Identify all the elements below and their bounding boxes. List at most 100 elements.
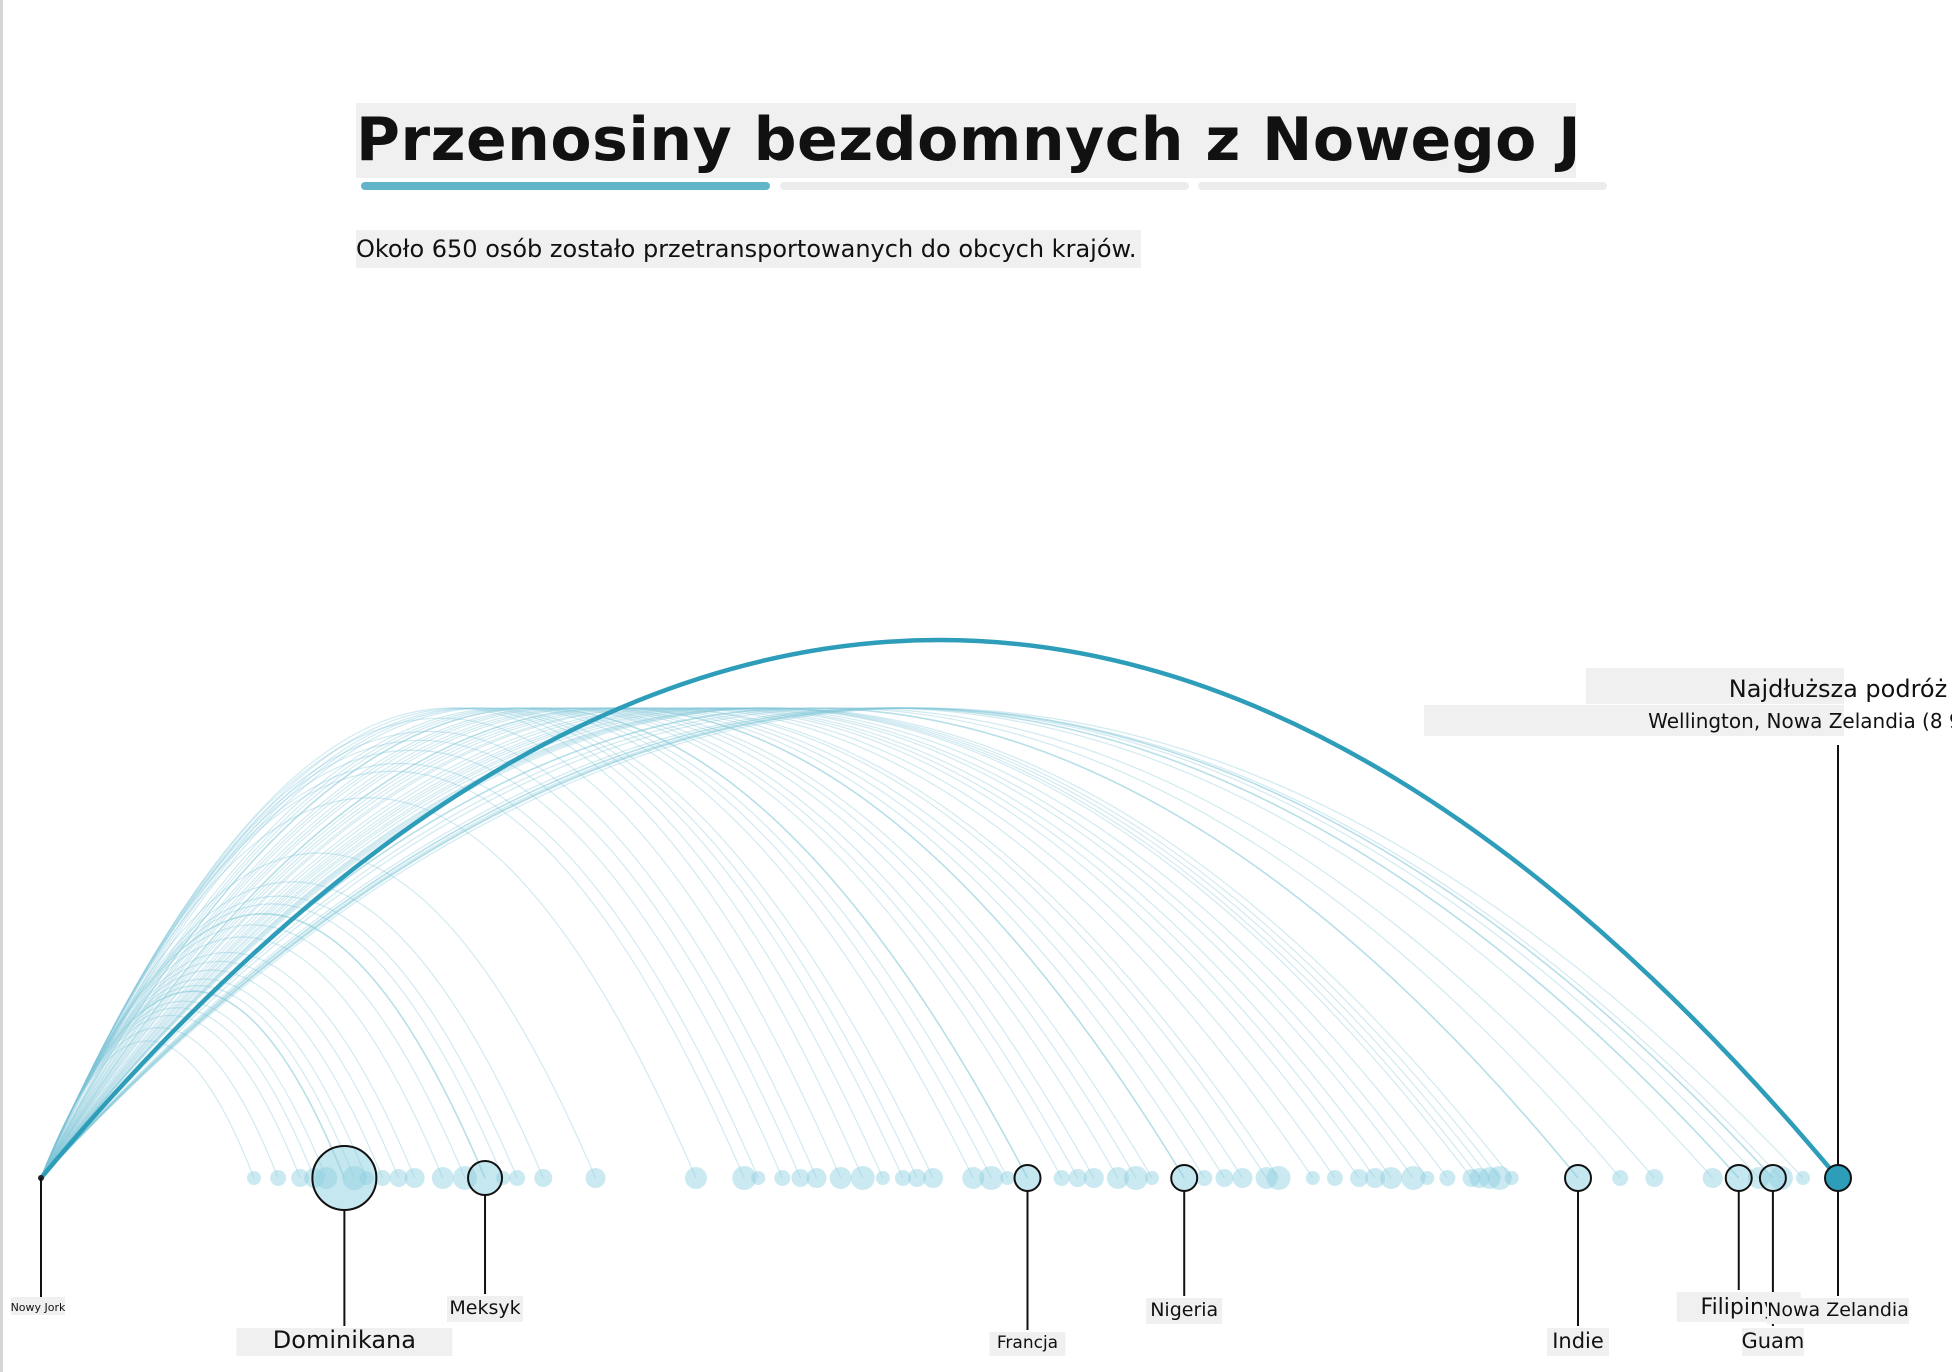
destination-dot-1180 [270, 1170, 287, 1186]
route-arc-3690 [40, 749, 783, 1179]
label-nowa-zelandia: Nowa Zelandia [1767, 1299, 1909, 1321]
destination-dot-7160 [1469, 1168, 1490, 1188]
page-title: Przenosiny bezdomnych z Nowego Jorku [356, 103, 1576, 179]
route-arc-5450 [40, 707, 1137, 1179]
route-arc-6640 [40, 707, 1376, 1179]
destination-dot-6100 [1255, 1167, 1278, 1189]
label-francja: Francja [997, 1333, 1058, 1353]
destination-dot-4360 [907, 1169, 926, 1187]
destination-dot-francja [1013, 1164, 1042, 1192]
route-arc-4290 [40, 707, 904, 1179]
label-filipiny: Filipiny [1701, 1295, 1777, 1320]
route-arc-5240 [40, 707, 1095, 1179]
route-arc-7320 [40, 707, 1513, 1179]
destination-dot-5980 [1232, 1168, 1253, 1188]
step-caption: Około 650 osób zostało przetransportowan… [356, 230, 1141, 268]
route-arc-6560 [40, 707, 1360, 1179]
route-arc-3980 [40, 717, 842, 1179]
destination-dot-1060 [246, 1171, 261, 1185]
route-arc-5080 [40, 707, 1063, 1179]
destination-dot-5080 [1053, 1170, 1070, 1186]
destination-dot-8030 [1645, 1169, 1664, 1187]
destination-dot-4810 [1000, 1171, 1015, 1185]
destination-dot-1700 [374, 1170, 391, 1186]
route-arc-7160 [40, 707, 1481, 1179]
destination-dot-3980 [829, 1167, 852, 1189]
destination-dot-3570 [751, 1171, 766, 1185]
destination-dot-2370 [509, 1170, 526, 1186]
label-bg-nowa-zelandia [1767, 1298, 1909, 1324]
destination-dot-6640 [1365, 1168, 1386, 1188]
route-arc-2500 [40, 881, 544, 1179]
route-arc-7260 [40, 707, 1501, 1179]
progress-step-3[interactable] [1198, 182, 1607, 190]
route-arc-6440 [40, 707, 1336, 1179]
destination-dot-7120 [1462, 1169, 1481, 1187]
destination-dot-dominikana [311, 1145, 378, 1211]
destination-dot-6160 [1266, 1166, 1291, 1190]
route-arc-4190 [40, 707, 884, 1179]
label-bg-nigeria [1146, 1298, 1223, 1324]
destination-dot-7320 [1504, 1171, 1519, 1185]
route-arc-francja [40, 707, 1029, 1179]
route-arc-6160 [40, 707, 1280, 1179]
route-arc-8030 [40, 707, 1655, 1179]
destination-dot-7000 [1439, 1170, 1456, 1186]
route-arc-6720 [40, 707, 1392, 1179]
destination-dot-1860 [404, 1168, 425, 1188]
destination-dot-6720 [1380, 1167, 1403, 1189]
destination-dot-2760 [585, 1168, 606, 1188]
progress-step-2[interactable] [780, 182, 1189, 190]
destination-dot-nigeria [1170, 1164, 1199, 1192]
route-arc-nigeria [40, 707, 1185, 1179]
destination-dot-7210 [1478, 1167, 1501, 1189]
destination-dot-6440 [1326, 1170, 1343, 1186]
destination-dot-8770 [1796, 1171, 1811, 1185]
label-dominikana: Dominikana [273, 1326, 416, 1354]
route-arc-4640 [40, 707, 974, 1179]
label-nigeria: Nigeria [1150, 1299, 1218, 1321]
route-arc-7000 [40, 707, 1448, 1179]
destination-dot-1290 [291, 1169, 310, 1187]
route-arc-6330 [40, 707, 1314, 1179]
label-bg-meksyk [447, 1296, 524, 1322]
label-indie: Indie [1552, 1329, 1604, 1353]
destination-dot-2000 [431, 1167, 454, 1189]
annotation-detail: Wellington, Nowa Zelandia (8 944 mil) [1648, 709, 1952, 733]
label-bg-dominikana [236, 1328, 453, 1356]
destination-dot-4440 [923, 1168, 944, 1188]
leader-lines-layer [40, 745, 1839, 1330]
destination-dot-6900 [1420, 1171, 1435, 1185]
destination-dot-5450 [1123, 1166, 1148, 1190]
route-arc-meksyk [40, 913, 486, 1179]
destination-dot-5790 [1196, 1170, 1213, 1186]
label-bg-guam [1741, 1328, 1804, 1356]
route-arc-longest [39, 637, 1840, 1180]
destination-dot-5890 [1215, 1169, 1234, 1187]
destination-dots-layer [38, 1145, 1852, 1211]
destination-dot-6830 [1401, 1166, 1426, 1190]
label-bg-indie [1547, 1328, 1610, 1356]
destination-dot-4290 [894, 1170, 911, 1186]
route-arc-2760 [40, 852, 597, 1179]
destination-dot-3780 [791, 1169, 810, 1187]
route-arc-7210 [40, 707, 1491, 1179]
destination-dot-6330 [1305, 1171, 1320, 1185]
destination-dot-2500 [534, 1169, 553, 1187]
route-arc-6100 [40, 707, 1268, 1179]
destination-dot-3260 [684, 1167, 707, 1189]
label-guam: Guam [1741, 1329, 1804, 1353]
page-left-border [0, 0, 3, 1372]
destination-dot-1780 [389, 1169, 408, 1187]
progress-step-1[interactable] [361, 182, 770, 190]
label-bg-origin [11, 1297, 65, 1315]
destination-dot-4640 [962, 1167, 985, 1189]
destination-dot-3690 [774, 1170, 791, 1186]
route-arc-3780 [40, 739, 802, 1179]
route-arc-4090 [40, 707, 864, 1179]
destination-dot-8320 [1702, 1168, 1723, 1188]
route-arc-5360 [40, 707, 1119, 1179]
destination-dot-7860 [1612, 1170, 1629, 1186]
label-bg-francja [989, 1332, 1066, 1356]
annotation-title: Najdłuższa podróż [1729, 675, 1947, 703]
